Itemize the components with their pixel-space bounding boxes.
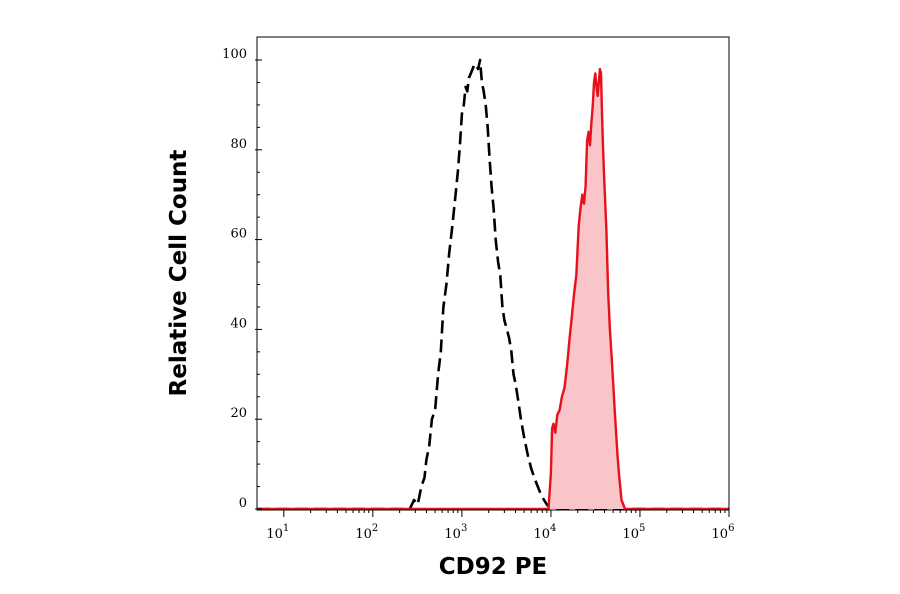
y-tick-label-0: 0 bbox=[239, 496, 247, 511]
y-tick-label-5: 100 bbox=[222, 47, 247, 62]
y-tick-label-3: 60 bbox=[230, 227, 247, 242]
y-tick-label-4: 80 bbox=[230, 137, 247, 152]
x-tick-label-3: 104 bbox=[533, 523, 556, 542]
x-tick-label-5: 106 bbox=[712, 523, 735, 542]
x-tick-label-0: 101 bbox=[266, 523, 289, 542]
histogram-line-2 bbox=[257, 67, 729, 511]
plot-frame bbox=[256, 36, 730, 511]
histogram-line-1 bbox=[257, 58, 729, 511]
histogram-fill-2 bbox=[257, 69, 729, 509]
x-tick-label-4: 105 bbox=[622, 523, 645, 542]
y-axis: 0 20 40 60 80 100 bbox=[222, 47, 262, 511]
y-tick-label-2: 40 bbox=[230, 316, 247, 331]
x-tick-label-1: 102 bbox=[355, 523, 378, 542]
x-axis: 101 102 103 104 105 106 bbox=[266, 510, 734, 542]
plot-area bbox=[257, 58, 729, 511]
y-axis-title: Relative Cell Count bbox=[166, 150, 192, 397]
x-tick-label-2: 103 bbox=[444, 523, 467, 542]
x-axis-title: CD92 PE bbox=[439, 554, 548, 580]
y-tick-label-1: 20 bbox=[230, 406, 247, 421]
